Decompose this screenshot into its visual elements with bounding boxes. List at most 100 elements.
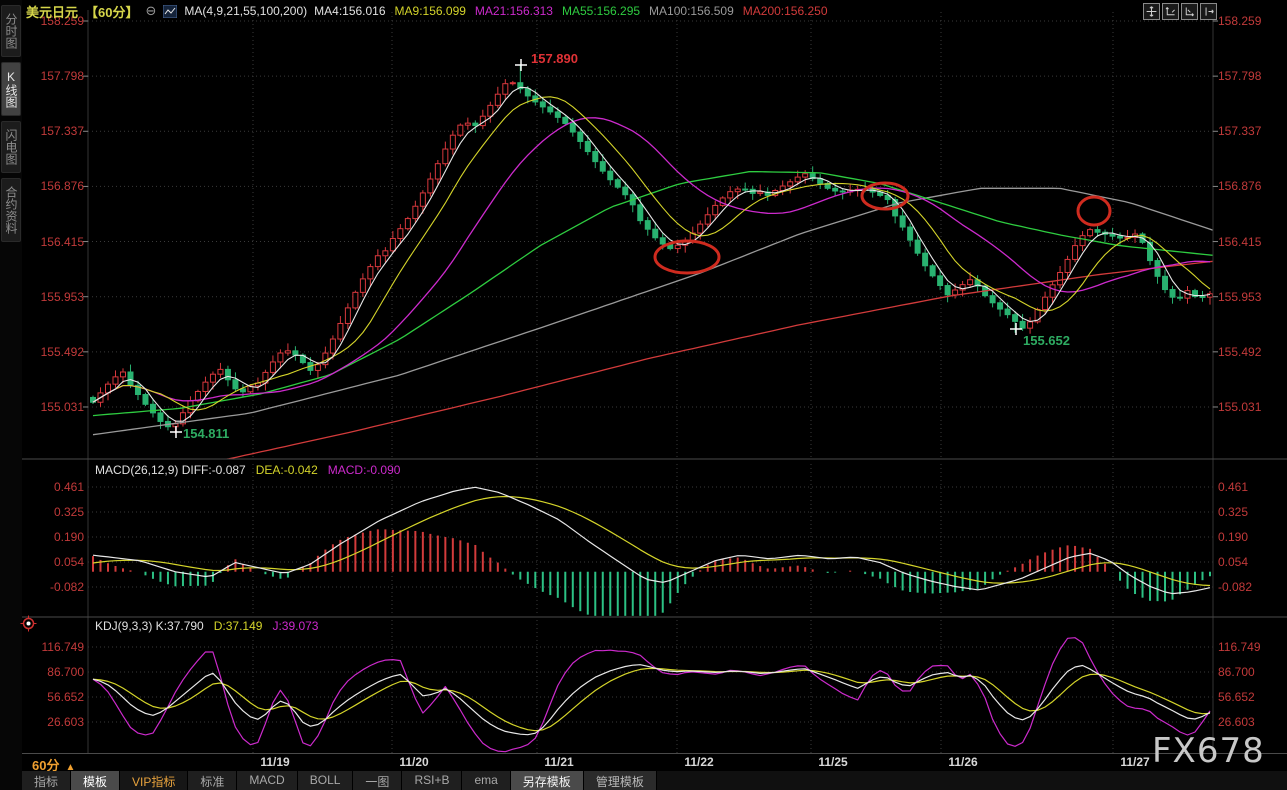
axis-tick-label: 157.337 bbox=[40, 124, 84, 139]
macd-panel bbox=[88, 462, 1213, 616]
date-label: 11/26 bbox=[948, 755, 978, 769]
sidebar-tab-item[interactable]: 合约资料 bbox=[1, 178, 21, 242]
toolbar-tab[interactable]: 模板 bbox=[71, 771, 121, 790]
date-label: 11/25 bbox=[818, 755, 848, 769]
ma-value-label: MA55:156.295 bbox=[561, 4, 641, 18]
ma-value-label: MA100:156.509 bbox=[649, 4, 734, 18]
record-target-icon[interactable] bbox=[20, 615, 37, 637]
toolbar-tab[interactable]: VIP指标 bbox=[120, 771, 189, 790]
axis-tick-label: 155.031 bbox=[40, 399, 84, 414]
axis-tick-label: 156.876 bbox=[1218, 179, 1262, 194]
axis-tick-label: 0.054 bbox=[1218, 555, 1249, 569]
ma-value-label: MA9:156.099 bbox=[394, 4, 466, 18]
kdj-header: KDJ(9,3,3) K:37.790 D:37.149 J:39.073 bbox=[95, 619, 328, 633]
annotation-circle bbox=[1076, 195, 1112, 227]
date-label: 11/22 bbox=[684, 755, 714, 769]
axis-tick-label: -0.082 bbox=[1218, 580, 1253, 594]
axis-tick-label: 155.953 bbox=[1218, 289, 1262, 304]
toolbar-tab[interactable]: BOLL bbox=[297, 771, 354, 790]
annotation-circle bbox=[860, 181, 910, 211]
low-price-label: 154.811 bbox=[183, 426, 230, 441]
chart-plot-area[interactable] bbox=[88, 10, 1213, 753]
axis-scale-right-icon[interactable] bbox=[1181, 3, 1198, 20]
ma-value-label: MA200:156.250 bbox=[742, 4, 828, 18]
axis-tick-label: 156.415 bbox=[1218, 234, 1262, 249]
toolbar-tab[interactable]: 另存模板 bbox=[510, 771, 584, 790]
axis-tick-label: 157.798 bbox=[40, 69, 84, 84]
axis-tick-label: 0.461 bbox=[53, 480, 84, 494]
symbol-title: 美元日元 bbox=[26, 4, 79, 20]
bottom-toolbar: 指标 模板 VIP指标 标准 MACD BOLL 一图 RSI+B ema 另存模板 管理模板 bbox=[22, 771, 1287, 790]
axis-tick-label: 26.603 bbox=[47, 715, 84, 729]
axis-tick-label: 155.492 bbox=[1218, 344, 1262, 359]
axis-tick-label: 156.415 bbox=[40, 234, 84, 249]
main-price-panel bbox=[88, 10, 1213, 459]
annotation-circle bbox=[653, 239, 721, 275]
axis-tick-label: 155.031 bbox=[1218, 399, 1262, 414]
ma-legend: MA4:156.016 MA9:156.099 MA21:156.313 MA55:1… bbox=[314, 4, 836, 18]
indicator-value-label: MACD(26,12,9) DIFF:-0.087 bbox=[95, 463, 246, 477]
axis-tick-label: 86.700 bbox=[47, 665, 84, 679]
axis-tick-label: 56.652 bbox=[1218, 690, 1255, 704]
toolbar-tab[interactable]: MACD bbox=[237, 771, 298, 790]
axis-tick-label: 158.259 bbox=[1218, 14, 1262, 28]
chart-type-icon[interactable] bbox=[162, 4, 178, 18]
axis-tick-label: 116.749 bbox=[41, 640, 85, 654]
axis-tick-label: 157.798 bbox=[1218, 69, 1262, 84]
timeframe-label: 60分 bbox=[32, 758, 60, 773]
axis-tick-label: 0.325 bbox=[1218, 505, 1249, 519]
axis-scale-left-icon[interactable] bbox=[1162, 3, 1179, 20]
date-axis: 60分 ▲ 11/19 11/20 11/21 11/22 11/25 11/26 11/27 bbox=[22, 753, 1287, 774]
macd-header: MACD(26,12,9) DIFF:-0.087 DEA:-0.042 MACD:… bbox=[95, 463, 410, 477]
axis-tick-label: 158.259 bbox=[40, 14, 84, 28]
sidebar-tab-item[interactable]: 闪电图 bbox=[1, 121, 21, 173]
axis-tick-label: 156.876 bbox=[40, 179, 84, 194]
indicator-value-label: J:39.073 bbox=[272, 619, 319, 633]
ma-settings-label: MA(4,9,21,55,100,200) bbox=[184, 4, 308, 18]
toolbar-tab[interactable]: ema bbox=[462, 771, 511, 790]
axis-tick-label: 86.700 bbox=[1218, 665, 1255, 679]
kdj-panel bbox=[88, 618, 1213, 753]
watermark: FX678 bbox=[1152, 731, 1265, 771]
axis-tick-label: 0.054 bbox=[53, 555, 84, 569]
zoom-out-icon[interactable]: ⊖ bbox=[145, 3, 157, 18]
triangle-up-icon: ▲ bbox=[65, 762, 76, 773]
ma-value-label: MA4:156.016 bbox=[314, 4, 386, 18]
toolbar-tab[interactable]: 管理模板 bbox=[583, 771, 657, 790]
left-sidebar: 分时图 K线图闪电图合约资料 bbox=[0, 0, 22, 790]
date-label: 11/19 bbox=[260, 755, 290, 769]
timeframe-selector[interactable]: 60分 ▲ bbox=[32, 755, 75, 774]
date-label: 11/21 bbox=[544, 755, 574, 769]
axis-tick-label: 0.325 bbox=[53, 505, 84, 519]
toolbar-tab[interactable]: 指标 bbox=[22, 771, 72, 790]
axis-tick-label: 0.190 bbox=[53, 530, 84, 544]
toolbar-tab[interactable]: 标准 bbox=[188, 771, 238, 790]
axis-tick-label: 26.603 bbox=[1218, 715, 1255, 729]
axis-tick-label: 155.953 bbox=[40, 289, 84, 304]
indicator-value-label: KDJ(9,3,3) K:37.790 bbox=[95, 619, 204, 633]
exit-right-icon[interactable] bbox=[1200, 3, 1217, 20]
low-price-label: 155.652 bbox=[1023, 333, 1070, 348]
axis-tick-label: 0.190 bbox=[1218, 530, 1249, 544]
toolbar-tab[interactable]: RSI+B bbox=[402, 771, 463, 790]
indicator-value-label: DEA:-0.042 bbox=[255, 463, 318, 477]
axis-tick-label: -0.082 bbox=[49, 580, 84, 594]
move-icon[interactable] bbox=[1143, 3, 1160, 20]
axis-tick-label: 155.492 bbox=[40, 344, 84, 359]
window-toolbar bbox=[1143, 3, 1217, 20]
date-label: 11/27 bbox=[1120, 755, 1150, 769]
date-label: 11/20 bbox=[399, 755, 429, 769]
period-badge: 【60分】 bbox=[85, 4, 139, 20]
sidebar-tab-item[interactable]: 分时图 bbox=[1, 5, 21, 57]
axis-tick-label: 157.337 bbox=[1218, 124, 1262, 139]
axis-tick-label: 56.652 bbox=[47, 690, 84, 704]
ma-value-label: MA21:156.313 bbox=[474, 4, 553, 18]
toolbar-tab[interactable]: 一图 bbox=[353, 771, 403, 790]
high-price-label: 157.890 bbox=[531, 51, 578, 66]
indicator-value-label: D:37.149 bbox=[213, 619, 263, 633]
chart-header: 美元日元 【60分】 ⊖ MA(4,9,21,55,100,200) MA4:1… bbox=[26, 2, 837, 20]
axis-tick-label: 116.749 bbox=[1218, 640, 1261, 654]
sidebar-tab-active[interactable]: K线图 bbox=[1, 62, 21, 116]
